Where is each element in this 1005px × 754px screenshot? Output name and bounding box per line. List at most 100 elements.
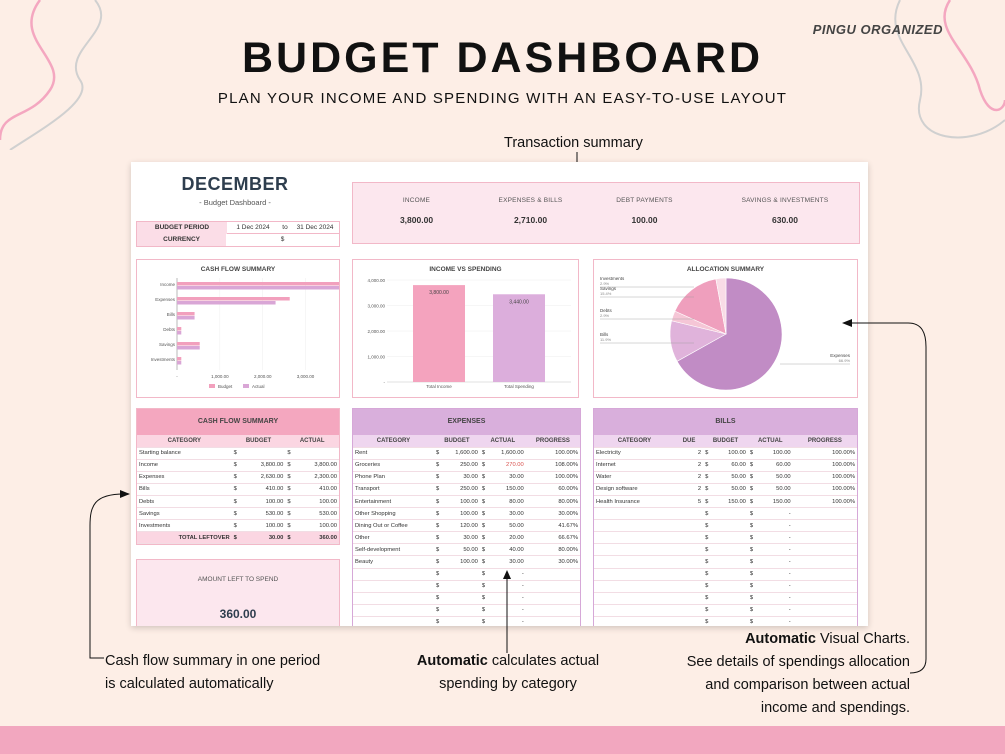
- slice-label: Investments: [600, 276, 625, 281]
- cell-due: [674, 568, 704, 581]
- bar-budget: [177, 327, 182, 331]
- table-row: Groceries $250.00 $270.00 108.00%: [353, 459, 580, 472]
- cell-actual: 100.00: [755, 447, 793, 460]
- cell-currency: $: [703, 543, 712, 557]
- cell-currency: $: [479, 471, 488, 484]
- cell-budget: 150.00: [711, 495, 748, 509]
- cell-currency: $: [433, 495, 442, 509]
- cell-currency: $: [479, 555, 488, 569]
- page-title: BUDGET DASHBOARD: [242, 34, 763, 82]
- cell-progress: 100.00%: [792, 483, 857, 496]
- tick-label: 1,000.00: [367, 355, 385, 360]
- cell-actual: -: [755, 592, 793, 605]
- cell-due: [674, 531, 704, 545]
- slice-pct: 2.9%: [600, 281, 610, 286]
- cell-progress: 41.67%: [525, 519, 580, 533]
- callout-cashflow-line2: is calculated automatically: [105, 676, 274, 692]
- cell-actual: 30.00: [487, 555, 526, 569]
- cell-due: 2: [674, 459, 704, 472]
- cell-actual: 40.00: [487, 543, 526, 557]
- col-header: CATEGORY: [137, 435, 232, 448]
- bar-actual: [177, 331, 182, 335]
- callout-cashflow-line1: Cash flow summary in one period: [105, 653, 321, 669]
- cell-category: [594, 604, 675, 617]
- cell-currency: $: [433, 604, 442, 617]
- cashflow-chart: CASH FLOW SUMMARY - 1,000.00 2,000.00 3,000…: [136, 259, 340, 398]
- cell-progress: [792, 555, 857, 569]
- cell-currency: $: [747, 507, 756, 521]
- table-title: BILLS: [594, 409, 857, 435]
- table-row: $ $ -: [594, 555, 857, 569]
- currency-label: CURRENCY: [137, 234, 227, 246]
- table-row: $ $ -: [353, 592, 580, 605]
- cell-progress: 100.00%: [525, 471, 580, 484]
- budget-period-label: BUDGET PERIOD: [137, 221, 227, 234]
- cell-currency: $: [703, 471, 712, 484]
- cell-progress: [792, 580, 857, 593]
- cell-currency: $: [747, 543, 756, 557]
- cell-category: Beauty: [353, 555, 434, 569]
- cell-category: Water: [594, 471, 675, 484]
- cell-progress: 100.00%: [792, 471, 857, 484]
- table-row: $ $ -: [353, 568, 580, 581]
- callout-cashflow: Cash flow summary in one period is calcu…: [105, 650, 320, 696]
- cell-actual: 410.00: [293, 483, 339, 496]
- callout-charts-line3: and comparison between actual: [705, 677, 910, 693]
- cell-actual: -: [755, 555, 793, 569]
- cell-category: Bills: [137, 483, 232, 496]
- cell-currency: $: [703, 507, 712, 521]
- category-label: Total Income: [426, 384, 452, 389]
- slice-pct: 15.4%: [600, 291, 612, 296]
- table-row: Water 2 $50.00 $50.00 100.00%: [594, 471, 857, 484]
- slice-pct: 11.9%: [600, 337, 611, 342]
- col-header: CATEGORY: [353, 435, 434, 448]
- cell-due: 2: [674, 471, 704, 484]
- income-vs-spending-svg: - 1,000.00 2,000.00 3,000.00 4,000.00 3,800.0…: [367, 278, 571, 389]
- cell-currency: $: [285, 483, 294, 496]
- cell-actual: 100.00: [293, 495, 339, 509]
- table-row: Other $30.00 $20.00 66.67%: [353, 531, 580, 545]
- bills-table-panel: BILLS CATEGORY DUE BUDGET ACTUAL PROGRES…: [593, 408, 858, 626]
- cell-category: Internet: [594, 459, 675, 472]
- cell-category: [594, 592, 675, 605]
- table-row: Dining Out or Coffee $120.00 $50.00 41.67%: [353, 519, 580, 533]
- cell-currency: $: [433, 471, 442, 484]
- cell-progress: 100.00%: [525, 447, 580, 460]
- period-start[interactable]: 1 Dec 2024: [236, 223, 270, 231]
- cell-currency: $: [231, 519, 240, 533]
- table-row: $ $ -: [594, 507, 857, 521]
- bottom-band: [0, 726, 1005, 754]
- cell-category: Electricity: [594, 447, 675, 460]
- col-header: ACTUAL: [747, 435, 793, 448]
- bar-actual: [177, 286, 339, 290]
- currency-value[interactable]: $: [280, 236, 285, 243]
- cell-budget: 3,800.00: [239, 459, 286, 472]
- cell-budget: 100.00: [239, 495, 286, 509]
- cell-progress: [525, 580, 580, 593]
- cell-actual: -: [755, 531, 793, 545]
- bar-budget: [177, 312, 195, 316]
- cell-actual: -: [487, 616, 526, 626]
- col-header: ACTUAL: [285, 435, 339, 448]
- table-row: $ $ -: [353, 580, 580, 593]
- brand-name: PINGU ORGANIZED: [812, 22, 943, 37]
- cell-actual: -: [755, 543, 793, 557]
- callout-auto-calc: Automatic calculates actual spending by …: [388, 650, 628, 696]
- cell-currency: $: [747, 568, 756, 581]
- summary-expenses: EXPENSES & BILLS 2,710.00: [467, 197, 594, 225]
- cell-currency: $: [231, 495, 240, 509]
- cell-due: [674, 507, 704, 521]
- table-row: $ $ -: [594, 592, 857, 605]
- table-row: Self-development $50.00 $40.00 80.00%: [353, 543, 580, 557]
- col-header: BUDGET: [231, 435, 286, 448]
- cell-actual: 530.00: [293, 507, 339, 521]
- cell-category: Debts: [137, 495, 232, 509]
- table-title: EXPENSES: [353, 409, 580, 435]
- cell-category: Dining Out or Coffee: [353, 519, 434, 533]
- legend-actual: Actual: [252, 384, 265, 389]
- cell-currency: $: [479, 616, 488, 626]
- pie-slice: [674, 278, 727, 335]
- table-row: $ $ -: [594, 531, 857, 545]
- category-label: Savings: [159, 342, 176, 347]
- period-end[interactable]: 31 Dec 2024: [296, 223, 334, 231]
